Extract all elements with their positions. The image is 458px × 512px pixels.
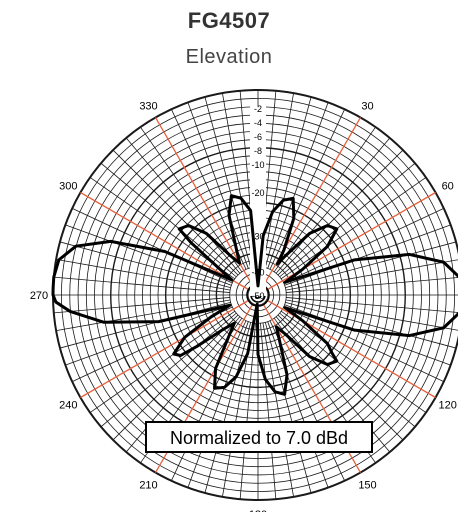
polar-spoke: [89, 310, 236, 413]
angle-labels: 30 60 120 150 180 210 240 270 300 330: [30, 100, 457, 512]
polar-accent-spoke: [80, 299, 250, 399]
angle-label: 120: [439, 400, 457, 412]
radiation-pattern-line: [51, 194, 458, 396]
polar-spoke: [285, 297, 458, 313]
angle-label: 210: [139, 480, 157, 492]
polar-spoke: [204, 96, 252, 269]
polar-spoke: [187, 102, 249, 269]
polar-spoke: [273, 126, 376, 273]
polar-spoke: [222, 93, 254, 268]
polar-spoke: [277, 314, 404, 441]
polar-spoke: [280, 177, 427, 280]
polar-spoke: [53, 297, 231, 314]
angle-label: 330: [139, 100, 157, 112]
angle-label: 240: [59, 400, 77, 412]
radial-label: -10: [251, 160, 264, 170]
radial-label: -40: [251, 268, 264, 278]
radial-label: -4: [254, 118, 262, 128]
polar-chart: 30 60 120 150 180 210 240 270 300 330 -2 -4 -6 -8 -10…: [30, 89, 458, 512]
polar-spoke: [285, 259, 458, 291]
polar-spoke: [279, 162, 416, 278]
polar-spoke: [279, 312, 416, 428]
polar-spoke: [277, 149, 404, 276]
polar-spoke: [56, 259, 231, 291]
angle-label: 60: [442, 181, 454, 193]
polar-spoke: [269, 109, 346, 270]
polar-spoke: [100, 312, 237, 428]
chart-title: FG4507: [187, 8, 271, 33]
polar-spoke: [125, 137, 241, 274]
angle-label: 30: [361, 100, 373, 112]
polar-spoke: [187, 321, 249, 488]
polar-spoke: [264, 321, 312, 494]
angle-label: 270: [30, 290, 48, 302]
polar-spoke: [140, 126, 243, 273]
radial-labels: -2 -4 -6 -8 -10 -20 -30 -40 -50: [251, 104, 264, 301]
polar-spoke: [267, 321, 329, 488]
polar-spoke: [283, 207, 444, 284]
radial-label: -8: [254, 146, 262, 156]
polar-spoke: [275, 137, 391, 274]
polar-spoke: [65, 224, 232, 286]
radial-label: -30: [251, 232, 264, 242]
polar-spoke: [267, 102, 329, 269]
polar-spoke: [260, 322, 277, 500]
radial-label: -50: [251, 291, 264, 301]
polar-spoke: [264, 96, 312, 269]
angle-label: 300: [59, 181, 77, 193]
radiation-pattern-layer: [51, 194, 458, 396]
polar-spoke: [112, 314, 239, 441]
polar-spoke: [56, 299, 231, 331]
angle-label: 180: [249, 509, 267, 512]
polar-spoke: [170, 320, 247, 481]
annotation-box: Normalized to 7.0 dBd: [145, 421, 373, 453]
polar-spoke: [72, 207, 233, 284]
polar-spoke: [283, 306, 444, 383]
polar-accent-spoke: [80, 191, 250, 291]
polar-spoke: [262, 93, 294, 268]
polar-spoke: [65, 304, 232, 366]
polar-accent-spoke: [154, 117, 254, 287]
polar-spoke: [285, 299, 458, 331]
annotation-text: Normalized to 7.0 dBd: [170, 428, 348, 448]
polar-spoke: [280, 310, 427, 413]
radial-label: -20: [251, 188, 264, 198]
polar-spoke: [285, 277, 458, 293]
radial-label: -6: [254, 132, 262, 142]
polar-spoke: [100, 162, 237, 278]
radial-label: -2: [254, 104, 262, 114]
polar-spoke: [239, 322, 256, 500]
polar-spoke: [204, 321, 252, 494]
polar-spoke: [262, 322, 294, 497]
polar-spoke: [284, 224, 451, 286]
chart-subtitle: Elevation: [185, 46, 273, 68]
polar-spoke: [53, 276, 231, 293]
polar-spoke: [59, 241, 232, 289]
angle-label: 150: [358, 480, 376, 492]
polar-spoke: [59, 301, 232, 349]
polar-spoke: [284, 241, 457, 289]
annotation-frame: [145, 421, 373, 453]
polar-spoke: [284, 301, 457, 349]
polar-spoke: [284, 304, 451, 366]
polar-spoke: [112, 149, 239, 276]
